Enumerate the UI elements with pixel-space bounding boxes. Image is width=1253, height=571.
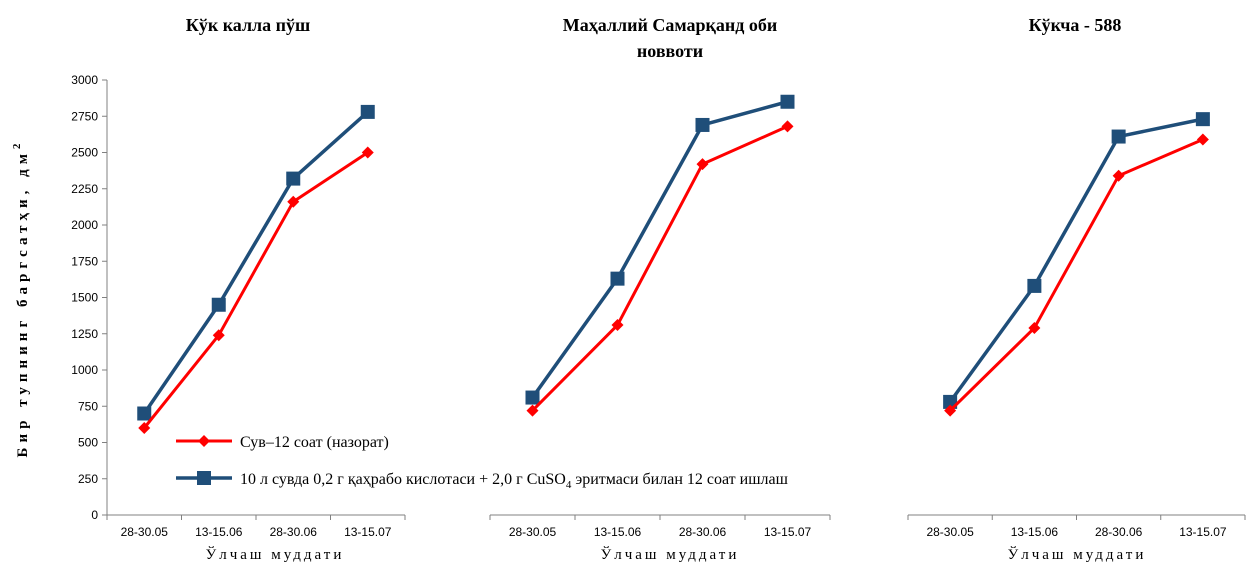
- series-line-control: [949, 138, 1204, 412]
- data-point-control: [944, 404, 957, 417]
- y-tick-label: 1500: [71, 291, 98, 305]
- y-tick-label: 2250: [71, 182, 98, 196]
- data-point-treatment: [137, 406, 152, 421]
- panel-title: новвоти: [637, 41, 703, 61]
- series-line-treatment: [142, 110, 369, 415]
- y-tick-label: 1000: [71, 363, 98, 377]
- x-tick-label: 13-15.06: [195, 525, 243, 539]
- data-point-treatment: [211, 297, 226, 312]
- data-point-treatment: [1195, 112, 1210, 127]
- data-point-control: [696, 158, 709, 171]
- data-point-control: [1028, 321, 1041, 334]
- panel-title: Маҳаллий Самарқанд оби: [563, 15, 777, 35]
- data-point-control: [138, 422, 151, 434]
- data-point-treatment: [360, 104, 375, 119]
- x-tick-label: 28-30.06: [1095, 525, 1143, 539]
- series-line-treatment: [948, 117, 1204, 403]
- x-tick-label: 28-30.06: [679, 525, 727, 539]
- data-point-treatment: [1027, 278, 1042, 293]
- data-point-control: [212, 329, 225, 342]
- x-tick-label: 13-15.06: [1011, 525, 1059, 539]
- data-point-treatment: [780, 94, 795, 109]
- data-point-control: [1196, 133, 1209, 146]
- legend-label-treatment: 10 л сувда 0,2 г қаҳрабо кислотаси + 2,0…: [240, 471, 789, 491]
- series-layer: [137, 94, 1210, 434]
- data-point-control: [781, 120, 794, 133]
- data-point-treatment: [695, 117, 710, 132]
- x-axis-label: Ўлчаш муддати: [1008, 546, 1147, 563]
- legend-swatch-diamond: [198, 435, 210, 447]
- data-point-control: [287, 195, 300, 208]
- x-tick-label: 28-30.05: [926, 525, 974, 539]
- x-tick-label: 13-15.06: [594, 525, 642, 539]
- y-axis-label: Бир тупнинг баргсатҳи, дм2: [11, 139, 31, 458]
- series-line-treatment: [531, 100, 788, 399]
- x-axis-label: Ўлчаш муддати: [206, 546, 345, 563]
- x-tick-label: 28-30.05: [509, 525, 557, 539]
- x-tick-label: 13-15.07: [344, 525, 392, 539]
- y-tick-label: 1750: [71, 254, 98, 268]
- legend-swatch-square: [197, 471, 211, 485]
- y-tick-label: 750: [78, 399, 98, 413]
- y-tick-label: 500: [78, 436, 98, 450]
- legend: Сув–12 соат (назорат) 10 л сувда 0,2 г қа…: [176, 434, 789, 491]
- panel-title: Кўк калла пўш: [186, 15, 310, 35]
- y-tick-label: 3000: [71, 73, 98, 87]
- data-point-treatment: [610, 271, 625, 286]
- legend-label-control: Сув–12 соат (назорат): [240, 434, 389, 451]
- data-point-treatment: [286, 171, 301, 186]
- x-tick-label: 28-30.06: [270, 525, 318, 539]
- data-point-treatment: [1111, 129, 1126, 144]
- y-tick-label: 0: [91, 508, 98, 522]
- data-point-control: [526, 404, 539, 417]
- y-tick-label: 250: [78, 472, 98, 486]
- panel-title: Кўкча - 588: [1029, 15, 1122, 35]
- data-point-control: [361, 146, 374, 159]
- x-tick-label: 13-15.07: [764, 525, 812, 539]
- y-tick-label: 2500: [71, 146, 98, 160]
- y-tick-label: 2750: [71, 109, 98, 123]
- y-tick-label: 1250: [71, 327, 98, 341]
- y-tick-label: 2000: [71, 218, 98, 232]
- x-axis-label: Ўлчаш муддати: [601, 546, 740, 563]
- x-tick-label: 28-30.05: [121, 525, 169, 539]
- series-line-control: [531, 125, 789, 412]
- data-point-treatment: [525, 390, 540, 405]
- series-line-control: [143, 151, 369, 429]
- x-tick-label: 13-15.07: [1179, 525, 1227, 539]
- axes-layer: 0 250 500 750 1000 1250 1500 1750 2000 2250 2500 27…: [11, 15, 1246, 563]
- data-point-control: [611, 319, 624, 332]
- data-point-control: [1112, 169, 1125, 182]
